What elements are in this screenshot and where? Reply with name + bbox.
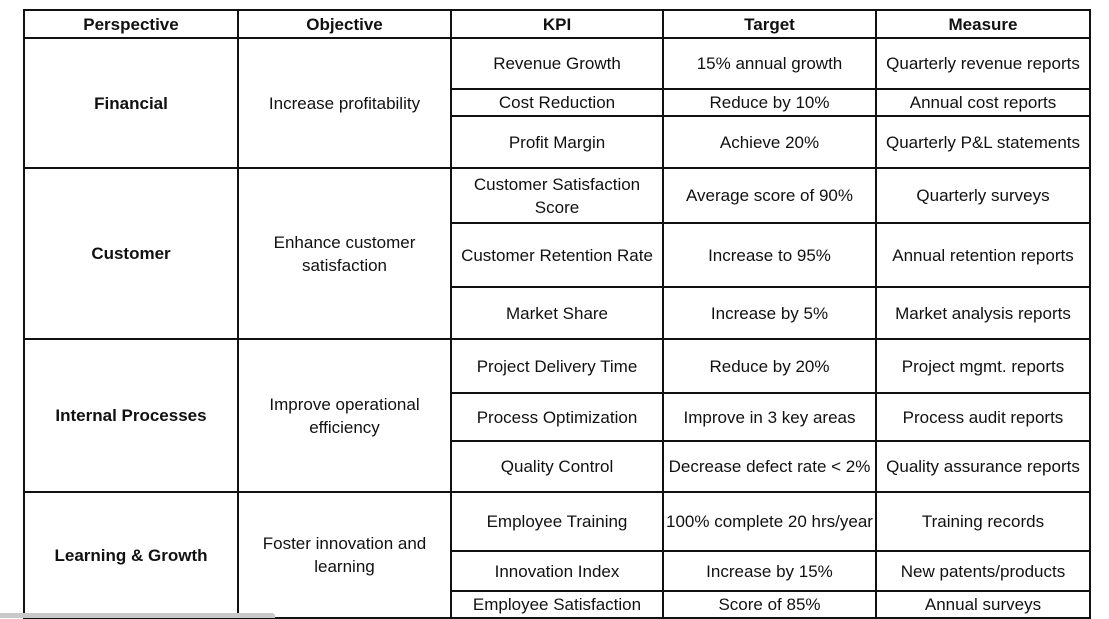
kpi-cell: Employee Satisfaction [450,590,664,619]
kpi-cell: Employee Training [450,491,664,552]
table-row: Quality Control Decrease defect rate < 2… [24,440,1091,493]
target-cell: Increase by 15% [662,550,877,592]
perspective-cell: Financial [23,37,239,169]
target-cell: 15% annual growth [662,37,877,90]
balanced-scorecard-table: Perspective Objective KPI Target Measure… [23,9,1091,619]
kpi-cell: Innovation Index [450,550,664,592]
measure-cell: Annual surveys [875,590,1091,619]
table-row: Market Share Increase by 5% Market analy… [24,286,1091,340]
kpi-cell: Customer Retention Rate [450,222,664,288]
header-row: Perspective Objective KPI Target Measure [23,9,1091,39]
measure-cell: Annual retention reports [875,222,1091,288]
objective-cell: Increase profitability [237,37,452,169]
header-measure: Measure [875,9,1091,39]
target-cell: Increase by 5% [662,286,877,340]
kpi-cell: Quality Control [450,440,664,493]
measure-cell: Process audit reports [875,392,1091,442]
kpi-cell: Process Optimization [450,392,664,442]
target-cell: Average score of 90% [662,167,877,224]
measure-cell: Quarterly P&L statements [875,115,1091,169]
header-kpi: KPI [450,9,664,39]
measure-cell: New patents/products [875,550,1091,592]
table-row: Employee Satisfaction Score of 85% Annua… [24,590,1091,619]
horizontal-scrollbar[interactable] [0,613,275,618]
target-cell: Decrease defect rate < 2% [662,440,877,493]
kpi-cell: Project Delivery Time [450,338,664,394]
objective-cell: Improve operational efficiency [237,338,452,493]
kpi-cell: Revenue Growth [450,37,664,90]
measure-cell: Quarterly surveys [875,167,1091,224]
target-cell: Score of 85% [662,590,877,619]
table-row: Customer Retention Rate Increase to 95% … [24,222,1091,288]
header-perspective: Perspective [23,9,239,39]
table-row: Learning & Growth Foster innovation and … [23,491,1091,619]
target-cell: 100% complete 20 hrs/year [662,491,877,552]
objective-cell: Foster innovation and learning [237,491,452,619]
kpi-cell: Cost Reduction [450,88,664,117]
perspective-cell: Customer [23,167,239,340]
target-cell: Achieve 20% [662,115,877,169]
table-row: Internal Processes Improve operational e… [23,338,1091,493]
measure-cell: Annual cost reports [875,88,1091,117]
table-row: Profit Margin Achieve 20% Quarterly P&L … [24,115,1091,169]
kpi-cell: Profit Margin [450,115,664,169]
measure-cell: Quality assurance reports [875,440,1091,493]
target-cell: Improve in 3 key areas [662,392,877,442]
measure-cell: Training records [875,491,1091,552]
table-row: Cost Reduction Reduce by 10% Annual cost… [24,88,1091,117]
table-row: Financial Increase profitability Revenue… [23,37,1091,169]
measure-cell: Market analysis reports [875,286,1091,340]
target-cell: Reduce by 10% [662,88,877,117]
target-cell: Increase to 95% [662,222,877,288]
table-row: Customer Enhance customer satisfaction C… [23,167,1091,340]
objective-cell: Enhance customer satisfaction [237,167,452,340]
kpi-cell: Customer Satisfaction Score [450,167,664,224]
header-objective: Objective [237,9,452,39]
measure-cell: Project mgmt. reports [875,338,1091,394]
table-row: Process Optimization Improve in 3 key ar… [24,392,1091,442]
perspective-cell: Learning & Growth [23,491,239,619]
kpi-cell: Market Share [450,286,664,340]
header-target: Target [662,9,877,39]
measure-cell: Quarterly revenue reports [875,37,1091,90]
table-row: Innovation Index Increase by 15% New pat… [24,550,1091,592]
perspective-cell: Internal Processes [23,338,239,493]
target-cell: Reduce by 20% [662,338,877,394]
